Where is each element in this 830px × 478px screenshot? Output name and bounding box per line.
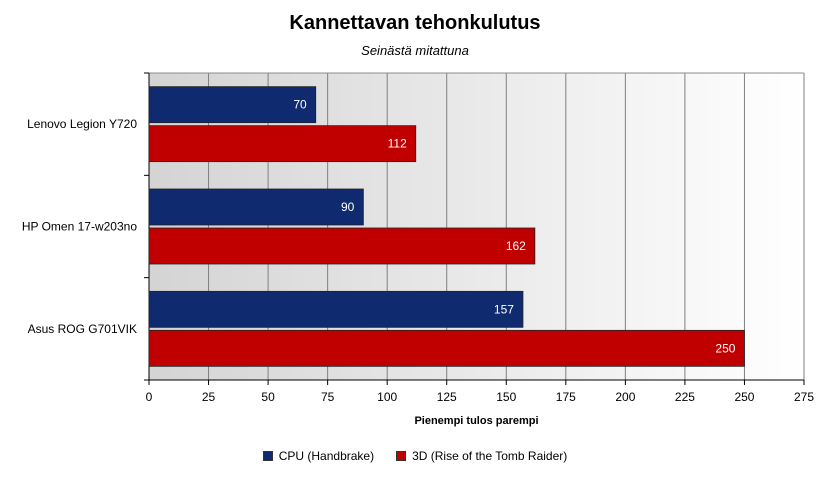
x-tick-label: 0 — [146, 390, 153, 404]
x-tick-label: 200 — [615, 390, 635, 404]
x-tick-label: 150 — [496, 390, 516, 404]
bar-value-label: 162 — [506, 239, 526, 253]
chart-subtitle: Seinästä mitattuna — [361, 43, 469, 58]
chart-title: Kannettavan tehonkulutus — [289, 12, 541, 34]
bar-value-label: 90 — [341, 200, 355, 214]
bar — [148, 290, 524, 328]
category-label: Asus ROG G701VIK — [28, 322, 137, 336]
legend-item: CPU (Handbrake) — [262, 449, 375, 463]
bar — [148, 227, 536, 265]
legend-item: 3D (Rise of the Tomb Raider) — [396, 449, 567, 463]
legend-swatch — [262, 451, 273, 461]
bar — [148, 125, 417, 163]
bar — [148, 329, 745, 367]
x-tick-label: 275 — [794, 390, 814, 404]
bar-value-label: 157 — [494, 302, 514, 316]
x-tick-label: 50 — [261, 390, 275, 404]
x-axis-title: Pienempi tulos parempi — [414, 415, 538, 427]
bar-value-label: 250 — [715, 341, 735, 355]
x-tick-label: 250 — [734, 390, 754, 404]
legend-label: 3D (Rise of the Tomb Raider) — [412, 449, 568, 463]
x-tick-label: 100 — [377, 390, 397, 404]
x-tick-label: 75 — [321, 390, 335, 404]
x-tick-label: 175 — [556, 390, 576, 404]
category-label: HP Omen 17-w203no — [22, 220, 138, 234]
x-tick-label: 225 — [675, 390, 695, 404]
x-tick-label: 125 — [437, 390, 457, 404]
bar-value-label: 112 — [388, 137, 407, 151]
plot-area — [149, 73, 804, 380]
category-label: Lenovo Legion Y720 — [27, 117, 137, 131]
bar — [148, 188, 364, 226]
chart-legend: CPU (Handbrake) 3D (Rise of the Tomb Raid… — [0, 449, 830, 463]
legend-swatch — [396, 451, 407, 461]
x-tick-label: 25 — [202, 390, 216, 404]
legend-label: CPU (Handbrake) — [278, 449, 375, 463]
bar-value-label: 70 — [293, 98, 307, 112]
bar — [148, 86, 317, 124]
